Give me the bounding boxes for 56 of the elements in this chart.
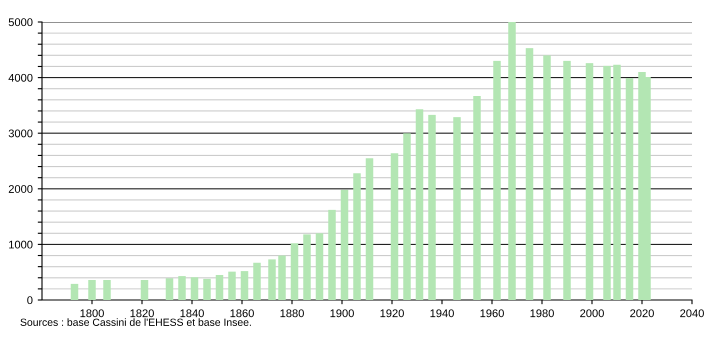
x-tick-label: 1920 — [380, 309, 404, 318]
y-tick-label: 1000 — [9, 240, 33, 249]
bar — [228, 272, 236, 300]
bar — [340, 190, 348, 300]
bar — [278, 256, 286, 300]
bar — [353, 173, 361, 300]
bar — [253, 262, 261, 300]
bar — [178, 276, 186, 300]
bar — [543, 55, 551, 300]
bar — [140, 280, 148, 300]
bar — [328, 210, 336, 300]
bar — [416, 109, 424, 300]
x-tick-label: 1820 — [130, 309, 154, 318]
bar — [103, 280, 111, 300]
y-tick-label: 4000 — [8, 74, 33, 82]
x-tick-label: 2020 — [630, 309, 654, 318]
bar — [428, 114, 436, 300]
x-tick-label: 1840 — [180, 309, 204, 318]
bar — [216, 274, 224, 300]
bar — [303, 234, 311, 300]
x-tick-label: 1960 — [480, 309, 504, 318]
x-tick-label: 2040 — [680, 309, 704, 318]
x-tick-label: 1800 — [80, 309, 104, 318]
bar — [603, 66, 611, 300]
bar — [563, 60, 571, 300]
source-note: Sources : base Cassini de l'EHESS et base Insee. — [20, 318, 251, 326]
bar — [390, 153, 398, 300]
bar — [366, 158, 374, 300]
x-tick-label: 1880 — [280, 309, 304, 318]
y-tick-label: 0 — [27, 296, 33, 304]
bar — [290, 243, 298, 300]
bar — [268, 259, 276, 300]
bar — [88, 280, 96, 300]
y-tick-label: 2000 — [8, 185, 33, 193]
bar — [526, 48, 534, 300]
bar — [403, 133, 411, 300]
x-tick-label: 1900 — [330, 309, 354, 318]
y-tick-label: 3000 — [8, 129, 33, 138]
bar — [493, 60, 501, 300]
bar — [613, 64, 621, 300]
x-tick-label: 1860 — [230, 309, 254, 318]
bar — [473, 96, 481, 300]
x-tick-label: 1940 — [430, 309, 454, 318]
bar — [508, 22, 516, 300]
bar — [240, 271, 248, 300]
x-tick-label: 2000 — [580, 309, 604, 318]
bar — [190, 277, 198, 300]
bar — [453, 117, 461, 300]
bar — [626, 78, 634, 300]
bar — [70, 284, 78, 300]
x-tick-label: 1980 — [530, 309, 554, 318]
bar — [586, 63, 594, 300]
bar — [316, 233, 324, 300]
y-tick-label: 5000 — [8, 18, 33, 26]
bar — [203, 278, 211, 300]
bar — [166, 278, 174, 300]
